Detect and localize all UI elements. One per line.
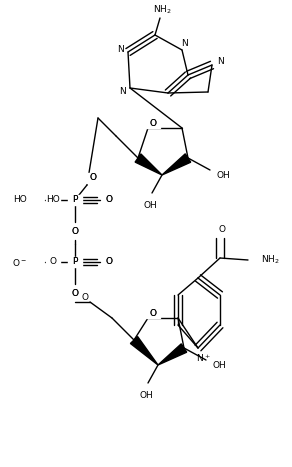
Bar	[68, 195, 82, 205]
Text: N: N	[181, 40, 187, 49]
Bar	[146, 308, 160, 318]
Text: P: P	[72, 196, 78, 205]
Text: O: O	[150, 309, 157, 318]
Text: O: O	[105, 196, 112, 205]
Polygon shape	[131, 337, 158, 365]
Polygon shape	[158, 344, 187, 365]
Bar	[68, 257, 82, 267]
Bar	[68, 289, 82, 299]
Text: O: O	[72, 290, 79, 298]
Bar	[46, 195, 60, 205]
Bar	[68, 227, 82, 237]
Bar	[46, 257, 60, 267]
Text: HO: HO	[46, 196, 60, 205]
Polygon shape	[135, 154, 162, 175]
Text: O: O	[90, 174, 96, 183]
Text: O: O	[81, 292, 88, 302]
Text: N: N	[217, 57, 223, 65]
Text: O: O	[150, 309, 157, 318]
Text: O: O	[105, 257, 112, 267]
Text: O: O	[150, 119, 157, 127]
Text: P: P	[72, 257, 78, 267]
Text: HO: HO	[13, 196, 27, 205]
Text: P: P	[72, 257, 78, 267]
Text: O: O	[150, 119, 157, 127]
Text: O$^-$: O$^-$	[12, 256, 27, 268]
Text: O: O	[105, 196, 112, 205]
Text: O: O	[218, 226, 225, 234]
Text: N: N	[119, 87, 125, 97]
Text: NH$_2$: NH$_2$	[153, 4, 171, 16]
Text: NH$_2$: NH$_2$	[261, 254, 279, 266]
Text: O: O	[50, 257, 56, 267]
Bar	[102, 257, 116, 267]
Bar	[146, 118, 160, 128]
Text: O: O	[72, 227, 79, 236]
Text: O: O	[90, 174, 96, 183]
Text: P: P	[72, 196, 78, 205]
Text: O: O	[72, 227, 79, 236]
Polygon shape	[162, 154, 191, 175]
Text: OH: OH	[139, 390, 153, 399]
Text: O: O	[72, 290, 79, 298]
Bar	[102, 195, 116, 205]
Text: OH: OH	[143, 200, 157, 210]
Bar	[86, 173, 100, 183]
Text: OH: OH	[216, 171, 230, 181]
Text: O: O	[105, 257, 112, 267]
Text: N: N	[117, 45, 124, 55]
Text: OH: OH	[212, 361, 226, 370]
Text: N$^+$: N$^+$	[196, 352, 210, 364]
